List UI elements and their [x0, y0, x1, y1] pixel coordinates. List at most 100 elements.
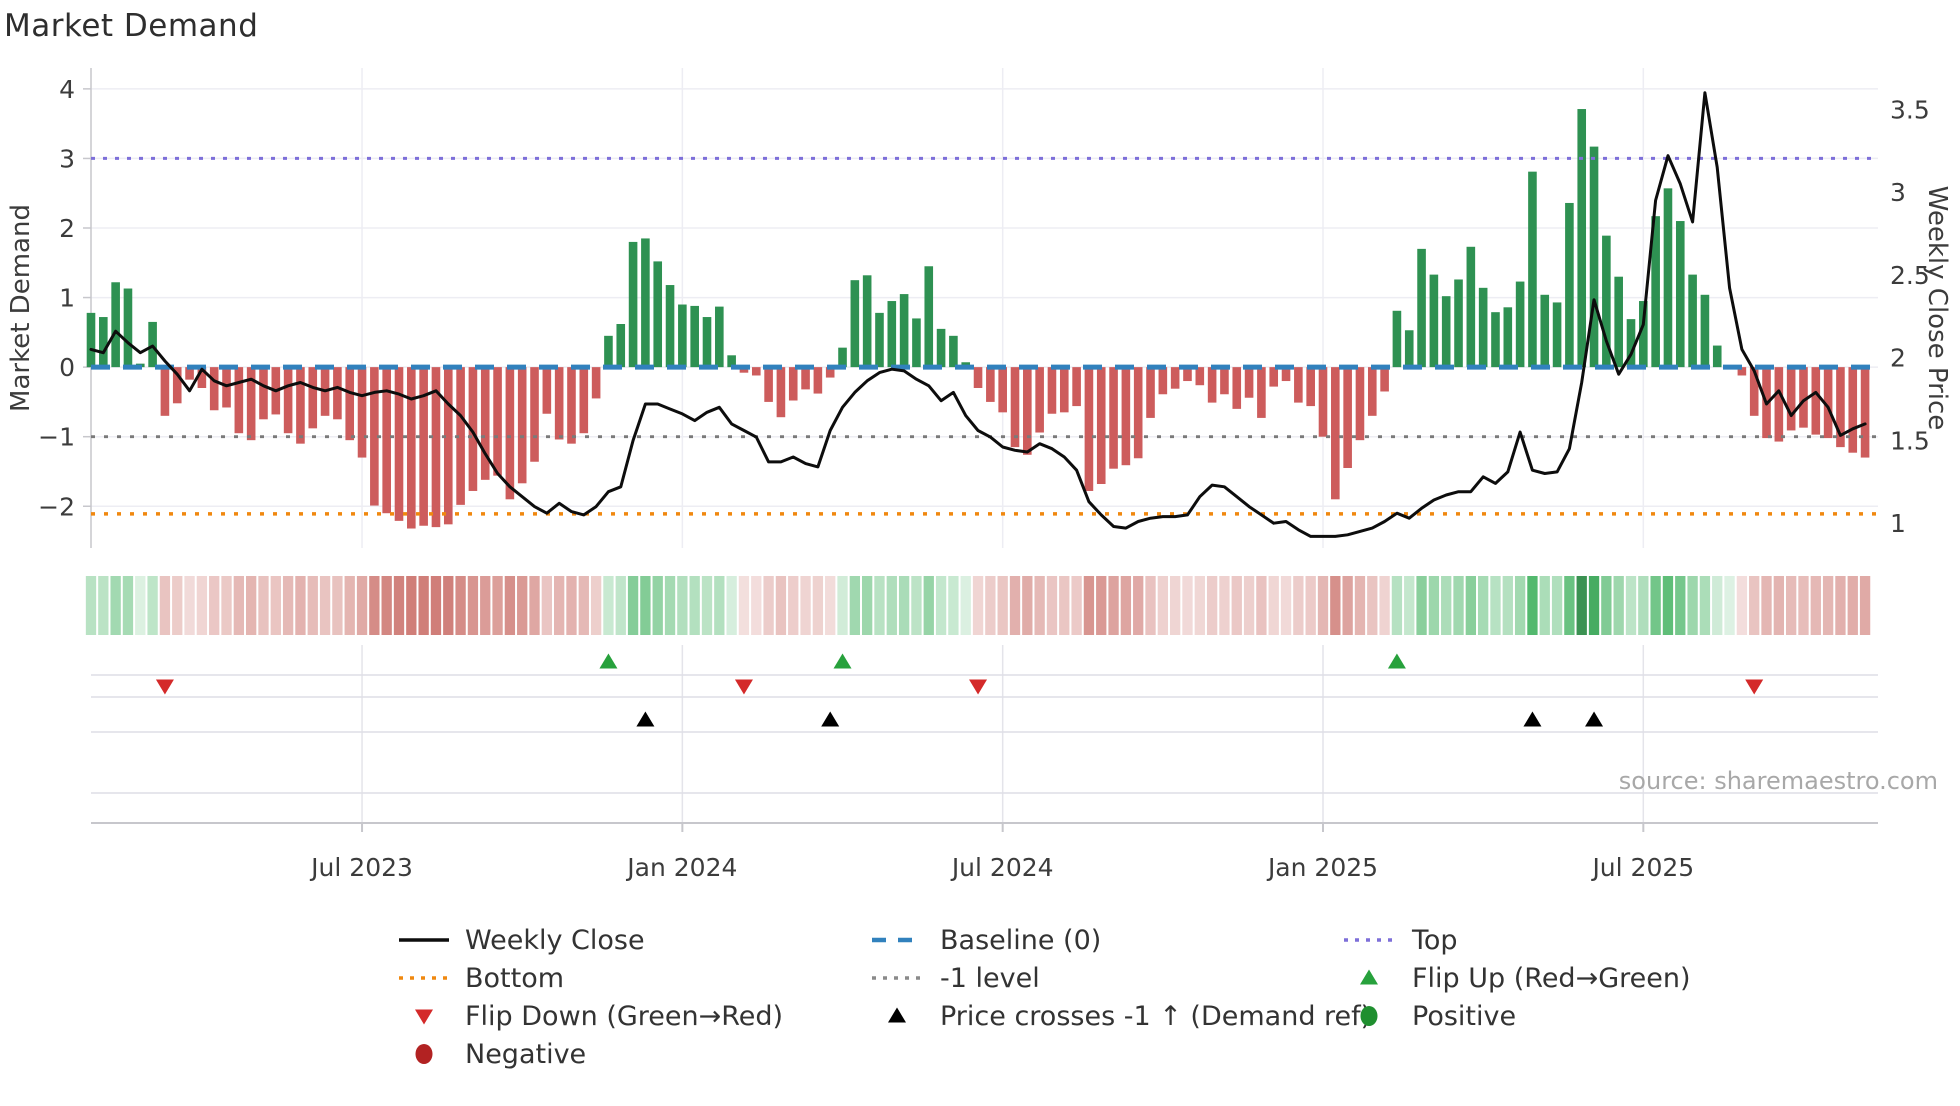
demand-bar-negative	[1257, 367, 1266, 418]
demand-bar-negative	[1146, 367, 1155, 418]
heatmap-cell	[369, 576, 380, 635]
heatmap-cell	[1810, 576, 1821, 635]
demand-bar-negative	[1343, 367, 1352, 468]
heatmap-cell	[381, 576, 392, 635]
heatmap-cell	[406, 576, 417, 635]
heatmap-cell	[332, 576, 343, 635]
heatmap-cell	[935, 576, 947, 635]
heatmap-cell	[874, 576, 885, 635]
heatmap-cell	[1219, 576, 1230, 635]
demand-bar-positive	[653, 261, 663, 368]
demand-bar-negative	[1367, 367, 1377, 416]
demand-bar-negative	[1836, 367, 1845, 448]
demand-bar-negative	[591, 367, 601, 399]
demand-bar-negative	[1195, 367, 1205, 386]
demand-bar-negative	[1294, 367, 1303, 403]
heatmap-cell	[862, 576, 873, 635]
heatmap-cell	[393, 576, 405, 635]
demand-bar-negative	[1380, 367, 1389, 392]
price-cross-marker	[1585, 711, 1604, 727]
demand-bar-positive	[1614, 276, 1623, 368]
heatmap-cell	[1564, 576, 1575, 635]
heatmap-cell	[1354, 576, 1366, 635]
demand-bar-positive	[678, 304, 687, 368]
demand-bar-negative	[345, 367, 355, 441]
demand-bar-negative	[776, 367, 786, 418]
demand-bar-positive	[912, 318, 921, 368]
demand-bar-negative	[1786, 367, 1796, 431]
heatmap-cell	[775, 576, 787, 635]
demand-bar-positive	[665, 285, 675, 368]
heatmap-cell	[1305, 576, 1316, 635]
demand-bar-positive	[1589, 146, 1599, 368]
heatmap-cell	[504, 576, 516, 635]
heatmap-cell	[1625, 576, 1637, 635]
heatmap-cell	[578, 576, 589, 635]
heatmap-cell	[689, 576, 700, 635]
heatmap-cell	[603, 576, 614, 635]
demand-bar-negative	[739, 367, 749, 373]
legend-label: Flip Up (Red→Green)	[1412, 963, 1691, 994]
heatmap-cell	[1231, 576, 1242, 635]
demand-bar-negative	[407, 367, 416, 529]
heatmap-cell	[923, 576, 934, 635]
heatmap-cell	[98, 576, 109, 635]
demand-bar-positive	[715, 306, 724, 368]
left-axis-label: Market Demand	[6, 204, 36, 412]
heatmap-cell	[1009, 576, 1021, 635]
heatmap-cell	[319, 576, 331, 635]
demand-bar-positive	[899, 294, 909, 368]
heatmap-cell	[1675, 576, 1686, 635]
heatmap-cell	[1490, 576, 1501, 635]
demand-bar-positive	[690, 305, 699, 368]
heatmap-cell	[1712, 576, 1723, 635]
demand-bar-negative	[259, 367, 268, 420]
heatmap-cell	[1280, 576, 1292, 635]
heatmap-cell	[701, 576, 713, 635]
demand-bar-negative	[554, 367, 564, 440]
legend-label: Baseline (0)	[940, 925, 1101, 956]
demand-bar-positive	[1552, 302, 1562, 368]
legend-label: Top	[1411, 925, 1458, 956]
heatmap-cell	[738, 576, 750, 635]
heatmap-cell	[1724, 576, 1735, 635]
demand-bar-negative	[185, 367, 194, 380]
demand-bar-positive	[727, 355, 736, 368]
demand-bar-positive	[850, 280, 860, 368]
heatmap-cell	[122, 576, 134, 635]
heatmap-cell	[1786, 576, 1797, 635]
heatmap-cell	[209, 576, 220, 635]
heatmap-cell	[1404, 576, 1415, 635]
heatmap-cell	[295, 576, 306, 635]
heatmap-cell	[886, 576, 897, 635]
heatmap-cell	[246, 576, 257, 635]
heatmap-cell	[1256, 576, 1267, 635]
heatmap-cell	[517, 576, 528, 635]
legend-label: Weekly Close	[465, 925, 645, 956]
demand-bar-negative	[160, 367, 170, 416]
demand-bar-negative	[825, 367, 835, 378]
demand-bar-negative	[1848, 367, 1858, 453]
demand-bar-negative	[456, 367, 465, 505]
demand-bar-positive	[1429, 274, 1439, 368]
heatmap-cell	[172, 576, 183, 635]
right-tick-label: 3	[1890, 178, 1906, 207]
demand-bar-positive	[86, 312, 96, 368]
demand-bar-positive	[604, 335, 613, 368]
demand-bar-positive	[1491, 312, 1500, 368]
heatmap-cell	[1613, 576, 1624, 635]
demand-bar-positive	[1688, 274, 1697, 368]
heatmap-cell	[985, 576, 996, 635]
demand-bar-negative	[1823, 367, 1833, 439]
heatmap-cell	[1551, 576, 1563, 635]
heatmap-cell	[1046, 576, 1058, 635]
heatmap-cell	[270, 576, 281, 635]
weekly-close-line	[89, 91, 1867, 538]
demand-bar-positive	[1577, 109, 1587, 368]
demand-bar-positive	[123, 288, 133, 368]
demand-bar-negative	[394, 367, 404, 521]
legend-label: Flip Down (Green→Red)	[465, 1001, 783, 1032]
heatmap-cell	[1391, 576, 1403, 635]
demand-bar-negative	[246, 367, 256, 441]
heatmap-cell	[221, 576, 232, 635]
